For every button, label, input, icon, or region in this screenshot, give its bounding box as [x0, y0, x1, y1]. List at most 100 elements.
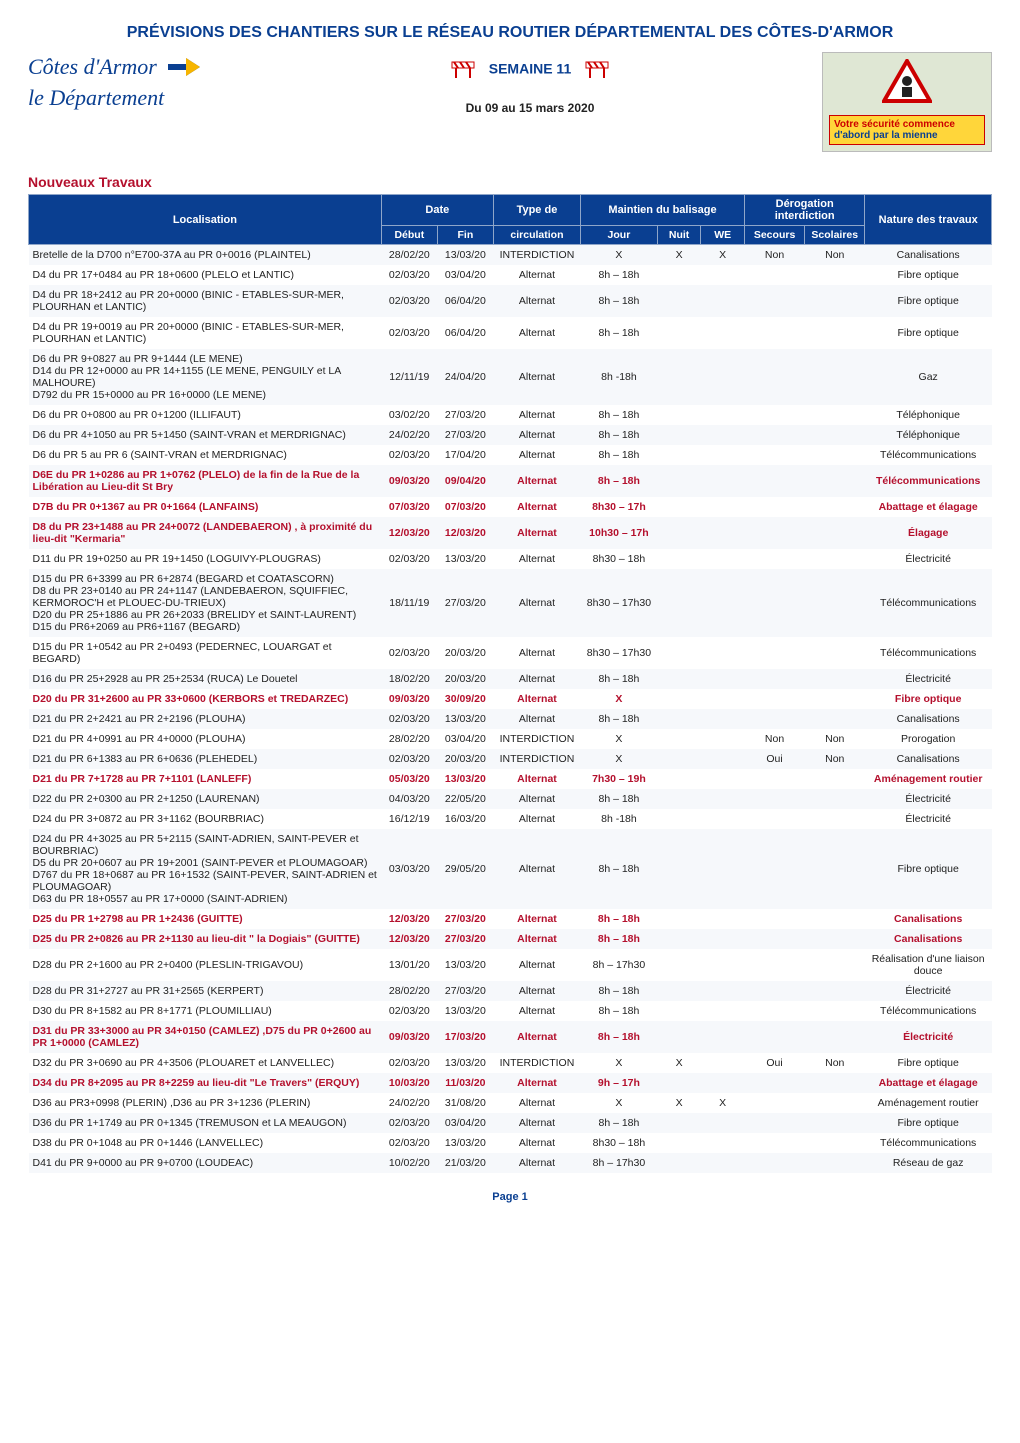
cell-loc: D24 du PR 4+3025 au PR 5+2115 (SAINT-ADR…: [29, 829, 382, 909]
cell-loc: D4 du PR 19+0019 au PR 20+0000 (BINIC - …: [29, 317, 382, 349]
cell-j: 8h – 18h: [581, 829, 658, 909]
cell-f: 06/04/20: [437, 285, 493, 317]
cell-nat: Canalisations: [865, 709, 992, 729]
cell-s: [744, 829, 804, 909]
th-secours: Secours: [744, 226, 804, 245]
table-row: D6E du PR 1+0286 au PR 1+0762 (PLELO) de…: [29, 465, 992, 497]
cell-f: 09/04/20: [437, 465, 493, 497]
cell-n: [657, 349, 701, 405]
cell-s: Non: [744, 729, 804, 749]
cell-f: 07/03/20: [437, 497, 493, 517]
cell-n: [657, 949, 701, 981]
cell-s: [744, 549, 804, 569]
cell-j: 8h30 – 17h30: [581, 569, 658, 637]
cell-j: 8h – 18h: [581, 709, 658, 729]
cell-t: Alternat: [493, 465, 580, 497]
cell-w: [701, 949, 745, 981]
cell-d: 02/03/20: [381, 445, 437, 465]
cell-nat: Aménagement routier: [865, 1093, 992, 1113]
cell-nat: Prorogation: [865, 729, 992, 749]
cell-d: 12/11/19: [381, 349, 437, 405]
cell-nat: Fibre optique: [865, 317, 992, 349]
cell-sc: [805, 517, 865, 549]
cell-f: 20/03/20: [437, 749, 493, 769]
table-row: D4 du PR 17+0484 au PR 18+0600 (PLELO et…: [29, 265, 992, 285]
cell-loc: D6 du PR 0+0800 au PR 0+1200 (ILLIFAUT): [29, 405, 382, 425]
cell-sc: Non: [805, 749, 865, 769]
th-nature: Nature des travaux: [865, 195, 992, 245]
cell-s: [744, 349, 804, 405]
cell-loc: D25 du PR 1+2798 au PR 1+2436 (GUITTE): [29, 909, 382, 929]
cell-n: [657, 1113, 701, 1133]
cell-nat: Canalisations: [865, 749, 992, 769]
th-we: WE: [701, 226, 745, 245]
cell-j: 9h – 17h: [581, 1073, 658, 1093]
cell-t: Alternat: [493, 669, 580, 689]
cell-d: 18/02/20: [381, 669, 437, 689]
cell-j: 8h – 18h: [581, 909, 658, 929]
cell-n: [657, 809, 701, 829]
cell-sc: [805, 809, 865, 829]
cell-nat: Canalisations: [865, 929, 992, 949]
cell-sc: [805, 709, 865, 729]
cell-f: 03/04/20: [437, 729, 493, 749]
cell-d: 02/03/20: [381, 1113, 437, 1133]
th-maintien: Maintien du balisage: [581, 195, 745, 226]
cell-j: X: [581, 1053, 658, 1073]
cell-s: Oui: [744, 749, 804, 769]
table-row: D24 du PR 4+3025 au PR 5+2115 (SAINT-ADR…: [29, 829, 992, 909]
cell-nat: Électricité: [865, 669, 992, 689]
date-range: Du 09 au 15 mars 2020: [238, 101, 822, 115]
warning-icon: [829, 59, 985, 111]
th-fin: Fin: [437, 226, 493, 245]
cell-f: 13/03/20: [437, 549, 493, 569]
cell-s: [744, 285, 804, 317]
cell-f: 24/04/20: [437, 349, 493, 405]
cell-loc: D36 au PR3+0998 (PLERIN) ,D36 au PR 3+12…: [29, 1093, 382, 1113]
cell-sc: [805, 769, 865, 789]
th-debut: Début: [381, 226, 437, 245]
cell-loc: D28 du PR 2+1600 au PR 2+0400 (PLESLIN-T…: [29, 949, 382, 981]
cell-sc: Non: [805, 1053, 865, 1073]
cell-t: Alternat: [493, 517, 580, 549]
cell-w: [701, 709, 745, 729]
cell-w: [701, 809, 745, 829]
cell-s: [744, 497, 804, 517]
cell-w: [701, 265, 745, 285]
cell-nat: Téléphonique: [865, 405, 992, 425]
cell-t: INTERDICTION: [493, 245, 580, 266]
cell-t: Alternat: [493, 1073, 580, 1093]
cell-sc: [805, 497, 865, 517]
cell-n: [657, 749, 701, 769]
cell-w: [701, 637, 745, 669]
cell-s: [744, 709, 804, 729]
cell-d: 24/02/20: [381, 425, 437, 445]
cell-s: [744, 445, 804, 465]
cell-w: [701, 1021, 745, 1053]
cell-n: X: [657, 245, 701, 266]
cell-loc: D6 du PR 4+1050 au PR 5+1450 (SAINT-VRAN…: [29, 425, 382, 445]
cell-n: [657, 445, 701, 465]
cell-loc: D21 du PR 4+0991 au PR 4+0000 (PLOUHA): [29, 729, 382, 749]
th-date: Date: [381, 195, 493, 226]
cell-t: Alternat: [493, 1153, 580, 1173]
cell-nat: Télécommunications: [865, 569, 992, 637]
cell-w: [701, 829, 745, 909]
cell-d: 28/02/20: [381, 729, 437, 749]
cell-sc: [805, 1093, 865, 1113]
cell-nat: Abattage et élagage: [865, 497, 992, 517]
cell-n: [657, 981, 701, 1001]
cell-f: 31/08/20: [437, 1093, 493, 1113]
cell-t: Alternat: [493, 1021, 580, 1053]
cell-loc: D28 du PR 31+2727 au PR 31+2565 (KERPERT…: [29, 981, 382, 1001]
cell-j: 8h30 – 18h: [581, 1133, 658, 1153]
table-row: D20 du PR 31+2600 au PR 33+0600 (KERBORS…: [29, 689, 992, 709]
cell-d: 02/03/20: [381, 1001, 437, 1021]
table-row: D6 du PR 5 au PR 6 (SAINT-VRAN et MERDRI…: [29, 445, 992, 465]
cell-n: [657, 317, 701, 349]
cell-f: 03/04/20: [437, 265, 493, 285]
cell-n: [657, 265, 701, 285]
cell-t: Alternat: [493, 497, 580, 517]
cell-n: [657, 729, 701, 749]
cell-sc: [805, 265, 865, 285]
